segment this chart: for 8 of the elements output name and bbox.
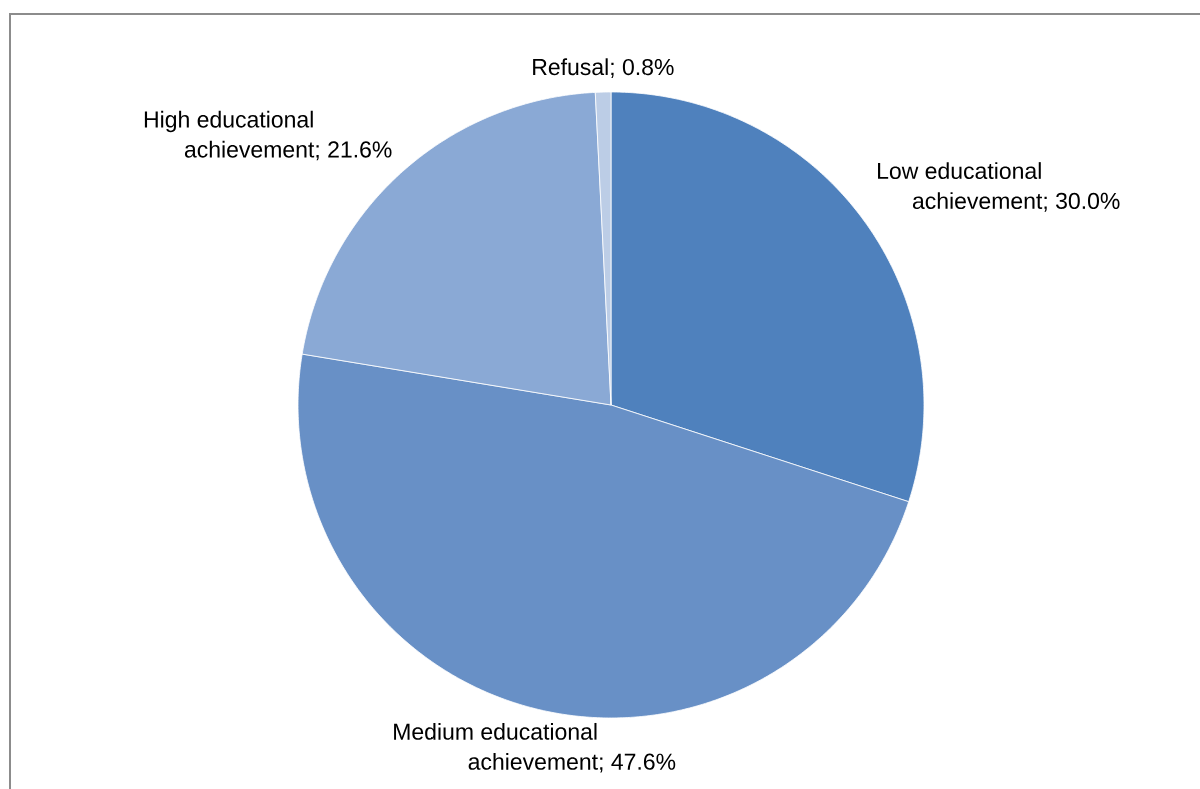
slice-label: Medium educational achievement	[394, 722, 598, 770]
data-label: ; 47.6%	[600, 753, 676, 773]
data-label: ; 30.0%	[1044, 192, 1120, 212]
slice-label: Low educational achievement	[878, 162, 1043, 210]
slice-label: High educational achievement	[144, 110, 315, 158]
data-label: ; 0.8%	[611, 58, 674, 78]
data-label: ; 21.6%	[316, 141, 392, 161]
slice-label: Refusal	[533, 58, 608, 76]
